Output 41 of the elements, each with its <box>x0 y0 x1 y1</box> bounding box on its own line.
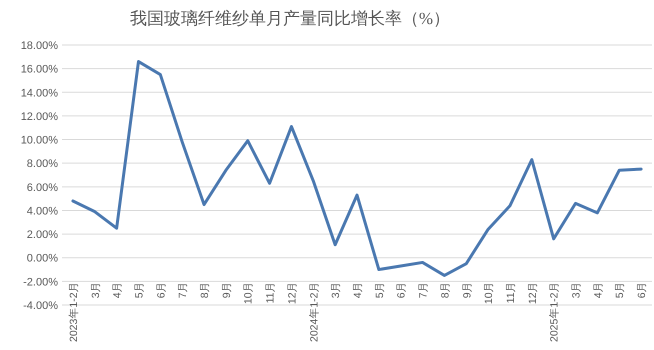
line-series <box>71 60 643 277</box>
x-tick-label: 9月 <box>461 281 474 298</box>
x-tick-label: 8月 <box>199 281 212 298</box>
x-tick-label: 5月 <box>614 281 626 298</box>
y-tick-label: -2.00% <box>23 276 58 288</box>
y-tick-label: 8.00% <box>26 158 58 170</box>
y-tick-label: 18.00% <box>20 40 58 52</box>
x-tick-label: 11月 <box>504 281 517 304</box>
x-tick-label: 4月 <box>592 281 604 298</box>
x-tick-label: 5月 <box>374 281 386 298</box>
y-tick-label: 12.00% <box>20 110 58 123</box>
x-tick-label: 6月 <box>155 281 168 298</box>
x-tick-label: 3月 <box>90 281 102 298</box>
y-tick-label: 2.00% <box>26 229 58 242</box>
x-tick-label: 4月 <box>352 281 364 298</box>
y-tick-label: 0.00% <box>26 252 58 265</box>
y-tick-label: 16.00% <box>20 64 58 76</box>
y-tick-label: -4.00% <box>23 300 58 312</box>
x-tick-label: 7月 <box>177 281 190 298</box>
x-tick-label: 10月 <box>483 281 496 304</box>
x-tick-label: 6月 <box>396 281 408 298</box>
x-tick-label: 2025年1-2月 <box>548 281 561 342</box>
x-tick-label: 2024年1-2月 <box>308 281 320 342</box>
x-tick-label: 2023年1-2月 <box>68 281 80 342</box>
x-tick-label: 10月 <box>242 281 255 304</box>
x-tick-label: 12月 <box>526 281 539 304</box>
chart-title: 我国玻璃纤维纱单月产量同比增长率（%） <box>130 9 450 28</box>
x-tick-label: 3月 <box>330 281 342 298</box>
x-tick-label: 8月 <box>439 281 452 298</box>
y-tick-label: 10.00% <box>20 134 58 147</box>
x-tick-label: 3月 <box>570 281 583 298</box>
x-tick-label: 4月 <box>112 281 124 298</box>
x-tick-label: 12月 <box>286 281 298 304</box>
y-tick-label: 6.00% <box>26 182 58 194</box>
x-tick-label: 9月 <box>220 281 233 298</box>
y-tick-label: 4.00% <box>26 205 58 218</box>
x-tick-label: 7月 <box>418 281 430 298</box>
x-tick-label: 11月 <box>264 281 277 304</box>
x-tick-label: 6月 <box>636 281 648 298</box>
x-tick-label: 5月 <box>133 281 146 298</box>
y-tick-label: 14.00% <box>20 87 58 100</box>
